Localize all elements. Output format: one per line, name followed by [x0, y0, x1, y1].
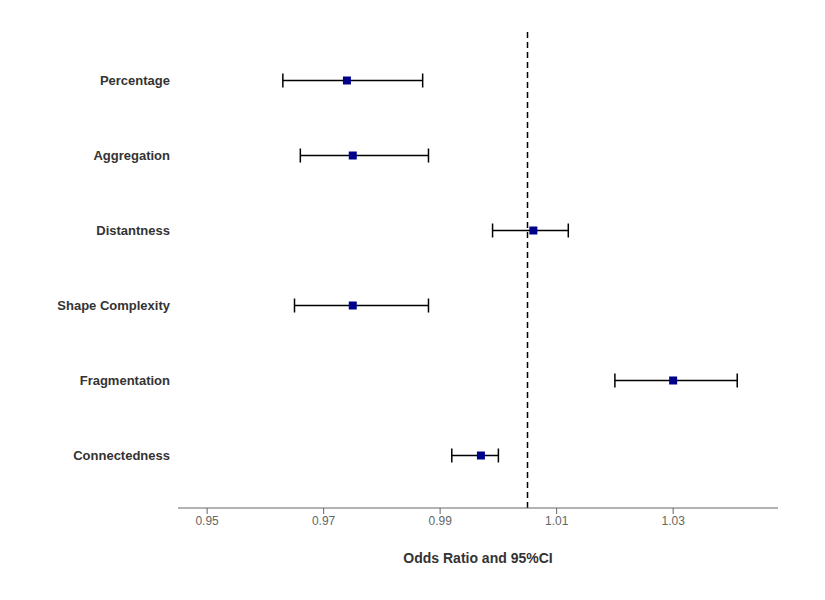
- svg-text:0.95: 0.95: [195, 514, 219, 528]
- svg-text:Aggregation: Aggregation: [93, 148, 170, 163]
- svg-text:Odds Ratio and 95%CI: Odds Ratio and 95%CI: [403, 550, 552, 566]
- svg-text:Distantness: Distantness: [96, 223, 170, 238]
- svg-text:Percentage: Percentage: [100, 73, 170, 88]
- svg-text:1.01: 1.01: [545, 514, 569, 528]
- svg-text:Shape Complexity: Shape Complexity: [57, 298, 170, 313]
- svg-text:1.03: 1.03: [661, 514, 685, 528]
- svg-text:Fragmentation: Fragmentation: [80, 373, 170, 388]
- svg-text:0.97: 0.97: [312, 514, 336, 528]
- svg-text:Connectedness: Connectedness: [73, 448, 170, 463]
- svg-text:0.99: 0.99: [428, 514, 452, 528]
